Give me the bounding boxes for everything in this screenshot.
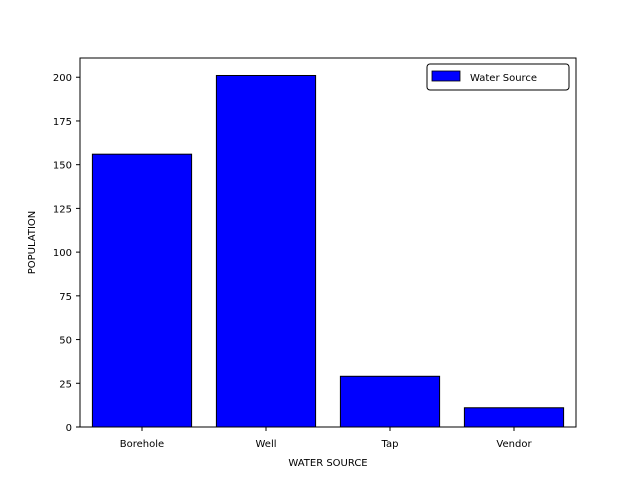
x-tick-label: Well (255, 439, 276, 450)
y-tick-label: 200 (53, 73, 72, 84)
x-axis-ticks: Borehole Well Tap Vendor (120, 427, 532, 450)
bar-vendor (463, 407, 565, 428)
y-tick-label: 25 (59, 379, 72, 390)
x-axis-label: WATER SOURCE (288, 458, 367, 469)
legend-swatch (431, 70, 461, 82)
bar-borehole (91, 153, 193, 428)
bars-group (91, 74, 565, 428)
y-axis-ticks: 0 25 50 75 100 125 150 175 200 (53, 73, 80, 434)
y-tick-label: 0 (66, 423, 72, 434)
x-tick-label: Borehole (120, 439, 164, 450)
x-tick-label: Vendor (496, 439, 532, 450)
y-axis-label: POPULATION (27, 211, 38, 275)
y-tick-label: 100 (53, 248, 72, 259)
y-tick-label: 75 (59, 292, 72, 303)
y-tick-label: 175 (53, 117, 72, 128)
y-tick-label: 50 (59, 336, 72, 347)
y-tick-label: 125 (53, 204, 72, 215)
y-tick-label: 150 (53, 161, 72, 172)
legend-label: Water Source (470, 73, 537, 84)
x-tick-label: Tap (381, 439, 399, 450)
legend: Water Source (426, 63, 570, 91)
bar-well (215, 74, 317, 428)
plot-area-frame (79, 57, 577, 428)
bar-tap (339, 375, 441, 428)
legend-box (426, 63, 570, 91)
